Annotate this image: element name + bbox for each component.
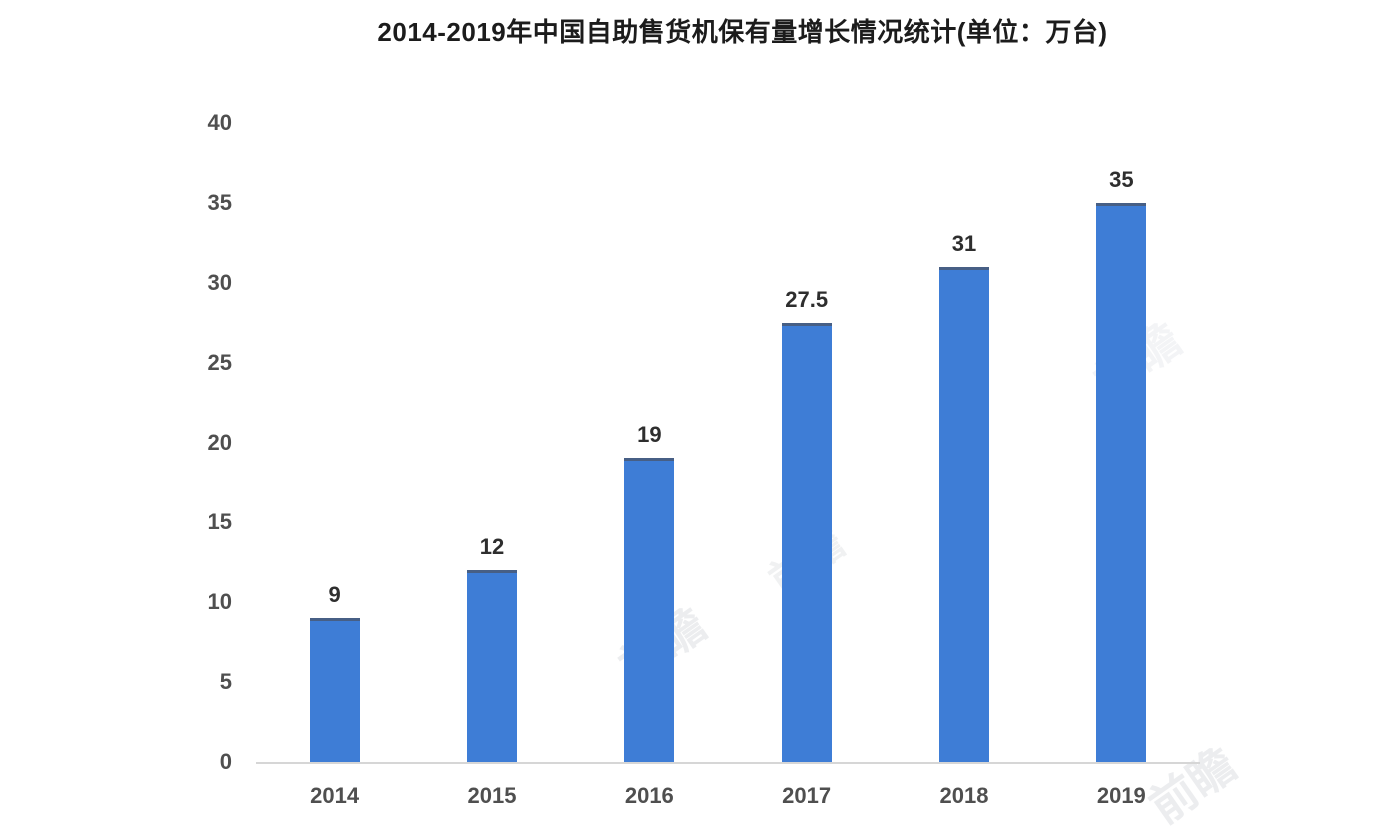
y-tick-label: 15 [207,509,232,535]
y-tick-label: 25 [207,349,232,375]
x-tick-label: 2018 [939,783,989,808]
bar-2015 [467,570,517,762]
bar-value-label: 35 [1109,166,1134,192]
bar-2016 [624,458,675,762]
x-tick-label: 2019 [1096,783,1146,808]
bar-2017 [781,322,832,762]
bar-value-label: 31 [951,230,977,256]
bar-2014 [309,618,360,762]
bar-value-label: 19 [637,422,662,448]
y-tick-label: 30 [207,269,232,295]
y-tick-label: 40 [207,110,232,135]
bar-2019 [1096,202,1147,762]
x-tick-label: 2016 [624,783,674,808]
plot-area [256,123,1200,764]
bar-value-label: 9 [328,582,341,608]
y-tick-label: 20 [207,429,232,455]
y-tick-label: 5 [219,669,232,695]
x-tick-label: 2015 [467,783,517,808]
x-tick-label: 2014 [310,783,360,808]
bar-value-label: 12 [479,534,505,560]
x-tick-label: 2017 [782,783,832,808]
y-tick-label: 0 [219,749,232,774]
y-tick-label: 35 [207,189,232,215]
chart-title: 2014-2019年中国自助售货机保有量增长情况统计(单位：万台) [377,17,1108,47]
y-tick-label: 10 [207,589,232,615]
bar-value-label: 27.5 [785,286,829,312]
bar-2018 [939,266,989,762]
